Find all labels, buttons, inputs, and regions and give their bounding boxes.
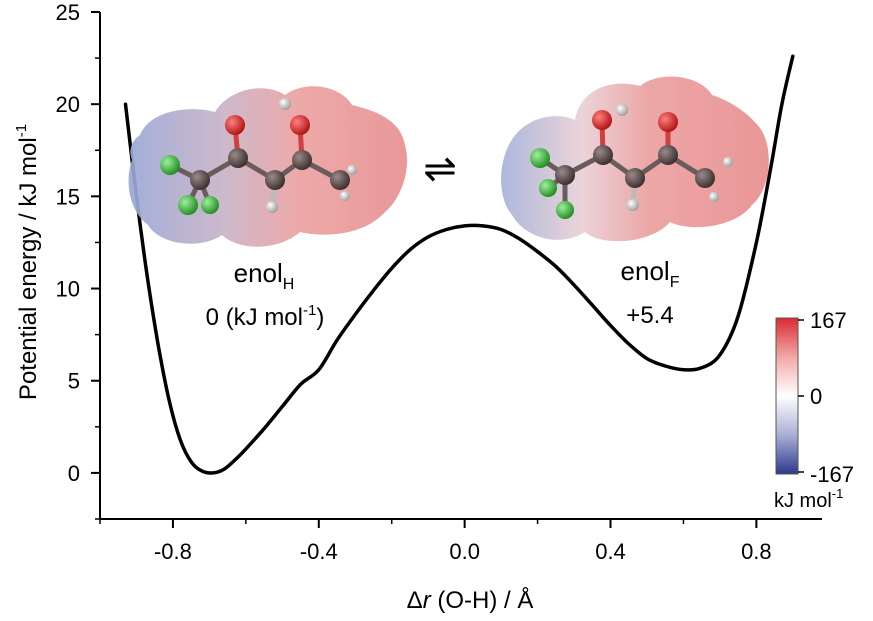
x-tick-label: -0.8 — [154, 539, 192, 564]
x-tick-label: 0.4 — [595, 539, 626, 564]
colorbar-gradient — [775, 317, 799, 475]
x-tick-label: 0.8 — [741, 539, 772, 564]
y-tick-label: 5 — [68, 369, 80, 394]
equilibrium-arrows: ⇌ — [423, 147, 457, 191]
x-tick-label: -0.4 — [300, 539, 338, 564]
y-ticks: 0 5 10 15 20 25 — [56, 0, 100, 520]
y-tick-label: 15 — [56, 184, 80, 209]
energy-curve — [123, 54, 795, 475]
colorbar: 167 0 -167 kJ mol-1 — [774, 308, 854, 512]
colorbar-label-max: 167 — [810, 308, 847, 333]
enol-f-molecule-illustration — [501, 76, 769, 242]
y-tick-label: 10 — [56, 277, 80, 302]
enol-h-energy: 0 (kJ mol-1) — [206, 302, 325, 331]
axes — [99, 12, 822, 520]
colorbar-unit: kJ mol-1 — [774, 486, 843, 512]
x-axis-title: Δr (O-H) / Å — [407, 586, 534, 614]
x-ticks: -0.8 -0.4 0.0 0.4 0.8 — [99, 519, 772, 564]
y-tick-label: 20 — [56, 92, 80, 117]
colorbar-label-mid: 0 — [810, 384, 822, 409]
colorbar-label-min: -167 — [810, 462, 854, 487]
y-tick-label: 0 — [68, 461, 80, 486]
enol-f-energy: +5.4 — [626, 302, 673, 329]
enol-h-label: enolH — [234, 258, 295, 293]
x-tick-label: 0.0 — [449, 539, 480, 564]
enol-f-esp-surface — [501, 76, 769, 242]
enol-f-label: enolF — [621, 256, 680, 291]
y-axis-title: Potential energy / kJ mol-1 — [13, 124, 42, 400]
y-tick-label: 25 — [56, 0, 80, 25]
enol-h-esp-surface — [128, 86, 408, 247]
enol-h-molecule-illustration — [128, 86, 408, 247]
